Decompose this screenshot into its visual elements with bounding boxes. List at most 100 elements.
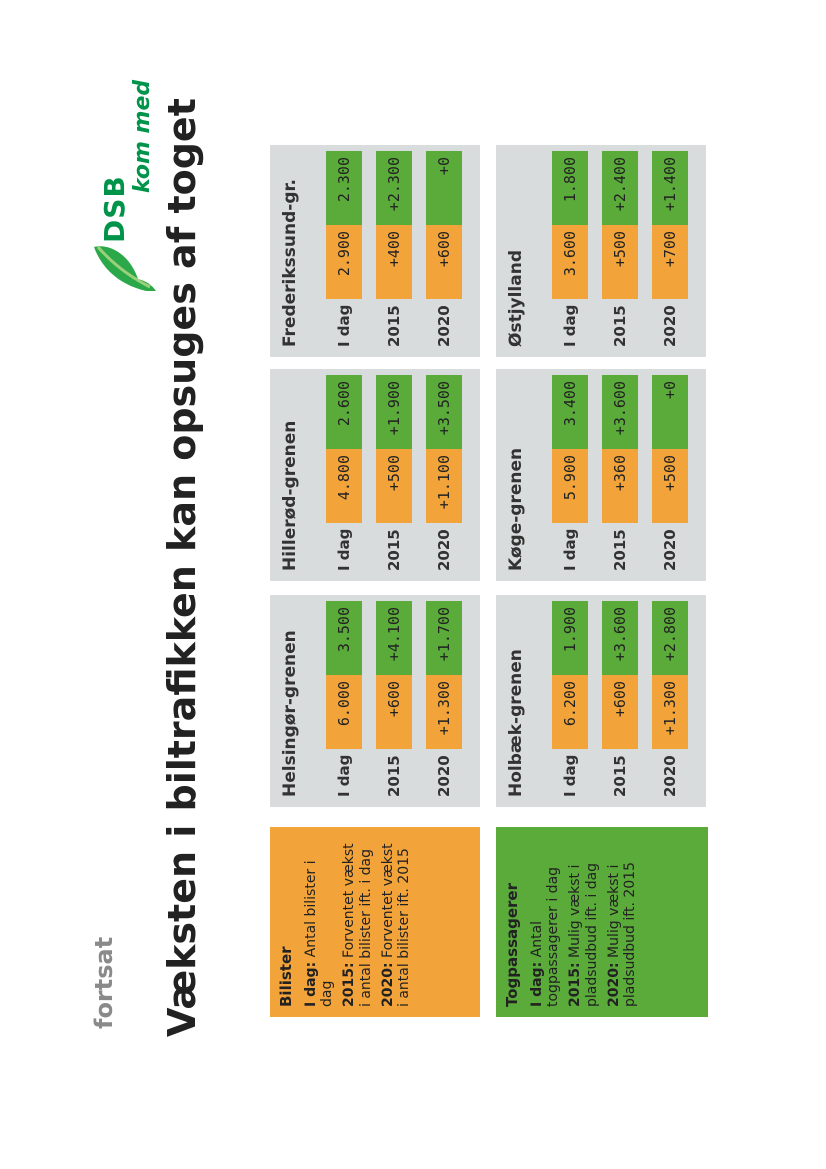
region-row: 2020 +700 +1.400: [652, 151, 688, 347]
car-value: +1.300: [426, 675, 462, 749]
train-value: +1.900: [376, 375, 412, 449]
row-label: I dag: [335, 528, 353, 571]
train-value: +2.300: [376, 151, 412, 225]
car-value: 4.800: [326, 449, 362, 523]
row-label: 2020: [661, 755, 679, 797]
region-row: I dag 6.000 3.500: [326, 601, 362, 797]
legend-car-item: I dag: Antal bilister i dag: [303, 860, 336, 1007]
legend-car-item: 2020: Forventet vækst i antal bilister i…: [379, 843, 412, 1007]
region-panel-holbaek: Holbæk-grenen I dag 6.200 1.900 2015 +600 +3…: [496, 595, 706, 807]
car-value: +600: [376, 675, 412, 749]
row-label: 2015: [611, 755, 629, 797]
car-value: +600: [602, 675, 638, 749]
legend-car-item: 2015: Forventet vækst i antal bilister i…: [341, 843, 374, 1007]
row-label: I dag: [561, 304, 579, 347]
car-value: 6.000: [326, 675, 362, 749]
car-value: 6.200: [552, 675, 588, 749]
region-row: 2020 +1.100 +3.500: [426, 375, 462, 571]
region-row: 2015 +400 +2.300: [376, 151, 412, 347]
row-label: 2015: [611, 529, 629, 571]
region-row: 2015 +500 +1.900: [376, 375, 412, 571]
region-row: I dag 5.900 3.400: [552, 375, 588, 571]
region-row: 2015 +600 +4.100: [376, 601, 412, 797]
region-panel-helsingor: Helsingør-grenen I dag 6.000 3.500 2015 +60…: [270, 595, 480, 807]
subtitle: fortsat: [90, 936, 118, 1029]
car-value: +700: [652, 225, 688, 299]
region-row: 2020 +600 +0: [426, 151, 462, 347]
region-row: I dag 6.200 1.900: [552, 601, 588, 797]
region-name: Hillerød-grenen: [280, 420, 300, 571]
region-panel-hillerod: Hillerød-grenen I dag 4.800 2.600 2015 +500…: [270, 369, 480, 581]
train-value: +3.500: [426, 375, 462, 449]
row-label: 2020: [661, 305, 679, 347]
train-value: 1.800: [552, 151, 588, 225]
region-panel-ostjylland: Østjylland I dag 3.600 1.800 2015 +500 +2.40…: [496, 145, 706, 357]
row-label: I dag: [335, 754, 353, 797]
train-value: +3.600: [602, 601, 638, 675]
car-value: +400: [376, 225, 412, 299]
dsb-leaf-icon: [94, 246, 156, 291]
row-label: 2015: [385, 755, 403, 797]
train-value: 3.500: [326, 601, 362, 675]
train-value: +0: [652, 375, 688, 449]
row-label: I dag: [561, 754, 579, 797]
region-row: 2020 +1.300 +2.800: [652, 601, 688, 797]
car-value: 5.900: [552, 449, 588, 523]
logo-tagline: kom med: [130, 79, 155, 193]
train-value: +1.700: [426, 601, 462, 675]
train-value: 2.600: [326, 375, 362, 449]
car-value: +1.100: [426, 449, 462, 523]
row-label: 2020: [661, 529, 679, 571]
legend-train-item: 2020: Mulig vækst i pladsudbud ift. 2015: [605, 862, 638, 1007]
row-label: 2015: [611, 305, 629, 347]
car-value: +360: [602, 449, 638, 523]
train-value: +1.400: [652, 151, 688, 225]
region-name: Holbæk-grenen: [506, 649, 526, 797]
legend-train: Togpassagerer I dag: Antal togpassagerer…: [496, 827, 708, 1017]
row-label: 2015: [385, 305, 403, 347]
train-value: +3.600: [602, 375, 638, 449]
region-row: I dag 4.800 2.600: [326, 375, 362, 571]
region-row: I dag 3.600 1.800: [552, 151, 588, 347]
page-title: Væksten i biltrafikken kan opsuges af to…: [160, 98, 204, 1037]
legend-train-item: I dag: Antal togpassagerer i dag: [529, 866, 562, 1007]
region-row: I dag 2.900 2.300: [326, 151, 362, 347]
train-value: 2.300: [326, 151, 362, 225]
legend-train-title: Togpassagerer: [503, 883, 521, 1007]
region-row: 2015 +500 +2.400: [602, 151, 638, 347]
legend-car: Bilister I dag: Antal bilister i dag 201…: [270, 827, 480, 1017]
region-name: Østjylland: [506, 249, 526, 347]
region-row: 2015 +360 +3.600: [602, 375, 638, 571]
logo-brand: DSB: [98, 175, 131, 243]
train-value: +4.100: [376, 601, 412, 675]
row-label: 2015: [385, 529, 403, 571]
car-value: +500: [602, 225, 638, 299]
row-label: I dag: [561, 528, 579, 571]
car-value: 2.900: [326, 225, 362, 299]
row-label: 2020: [435, 305, 453, 347]
legend-car-title: Bilister: [277, 946, 295, 1007]
region-row: 2020 +1.300 +1.700: [426, 601, 462, 797]
row-label: I dag: [335, 304, 353, 347]
region-name: Helsingør-grenen: [280, 630, 300, 797]
car-value: 3.600: [552, 225, 588, 299]
train-value: +0: [426, 151, 462, 225]
car-value: +1.300: [652, 675, 688, 749]
car-value: +600: [426, 225, 462, 299]
train-value: +2.800: [652, 601, 688, 675]
train-value: 3.400: [552, 375, 588, 449]
region-name: Frederikssund-gr.: [280, 179, 300, 347]
region-row: 2020 +500 +0: [652, 375, 688, 571]
dsb-logo: DSB kom med: [80, 79, 160, 299]
region-name: Køge-grenen: [506, 447, 526, 571]
legend-train-item: 2015: Mulig vækst i pladsudbud ift. i da…: [567, 862, 600, 1007]
train-value: +2.400: [602, 151, 638, 225]
region-row: 2015 +600 +3.600: [602, 601, 638, 797]
region-panel-frederikssund: Frederikssund-gr. I dag 2.900 2.300 2015 +4…: [270, 145, 480, 357]
car-value: +500: [652, 449, 688, 523]
train-value: 1.900: [552, 601, 588, 675]
row-label: 2020: [435, 529, 453, 571]
row-label: 2020: [435, 755, 453, 797]
car-value: +500: [376, 449, 412, 523]
